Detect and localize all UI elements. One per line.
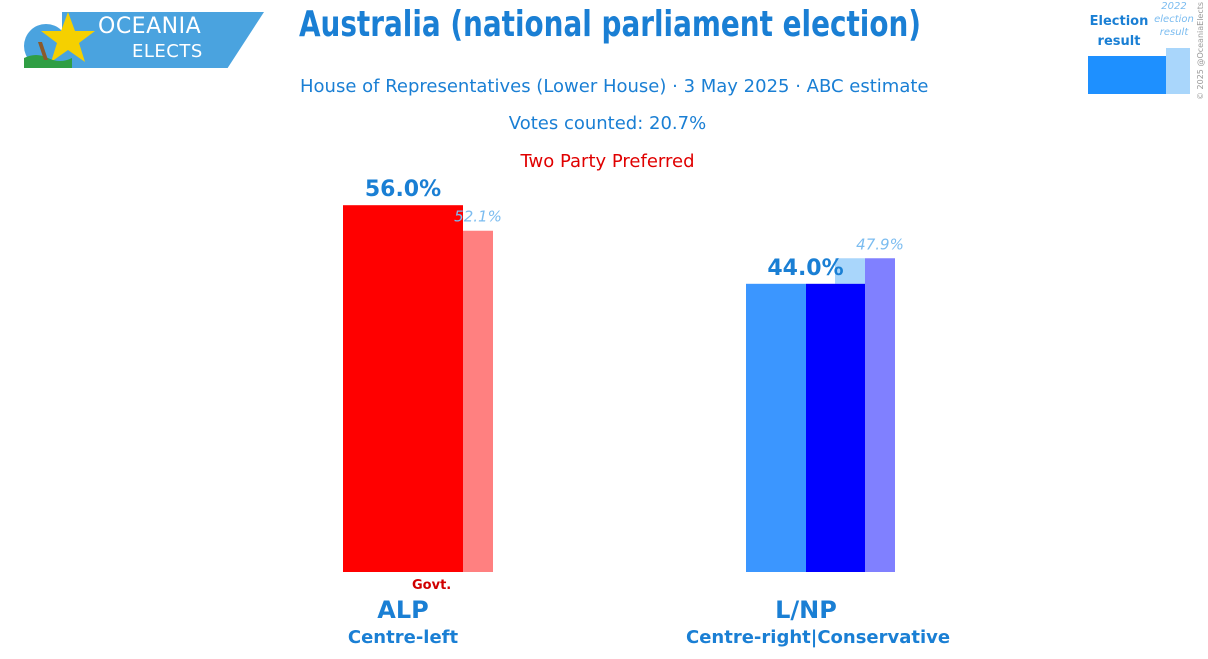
logo-banner (62, 12, 264, 68)
logo-word-oceania: OCEANIA (98, 14, 202, 39)
legend-current-swatch (1088, 56, 1166, 94)
bar-current-alp (343, 205, 463, 572)
legend: Election result 2022 election result (1086, 0, 1208, 110)
party-name-alp: ALP (377, 596, 429, 624)
bar-previous-lnp (865, 258, 895, 572)
chart-title: Australia (national parliament election) (298, 4, 922, 45)
oceania-elects-logo: OCEANIA ELECTS (22, 12, 264, 68)
govt-badge: Govt. (412, 578, 452, 593)
bar-previous-label-lnp: 47.9% (856, 235, 904, 253)
bar-previous-left-lnp (835, 258, 865, 284)
bar-current-left-lnp (746, 283, 806, 572)
legend-current-label: Election result (1089, 14, 1149, 49)
legend-previous-swatch (1166, 48, 1190, 94)
party-ideology-alp: Centre-left (347, 627, 459, 648)
bar-value-label-alp: 56.0% (365, 177, 441, 202)
bar-previous-label-alp: 52.1% (454, 208, 502, 226)
party-ideology-lnp: Centre-right|Conservative (686, 627, 951, 648)
metric-label: Two Party Preferred (520, 151, 695, 172)
bar-current-lnp (806, 283, 865, 572)
legend-previous-label: 2022 election result (1154, 1, 1194, 38)
chart-subtitle: House of Representatives (Lower House) ·… (300, 76, 929, 97)
votes-counted: Votes counted: 20.7% (508, 113, 707, 134)
party-name-lnp: L/NP (775, 596, 837, 624)
bar-previous-alp (463, 230, 493, 572)
bar-value-label-lnp: 44.0% (767, 256, 843, 281)
logo-star-icon (24, 12, 95, 68)
logo-word-elects: ELECTS (132, 41, 203, 62)
